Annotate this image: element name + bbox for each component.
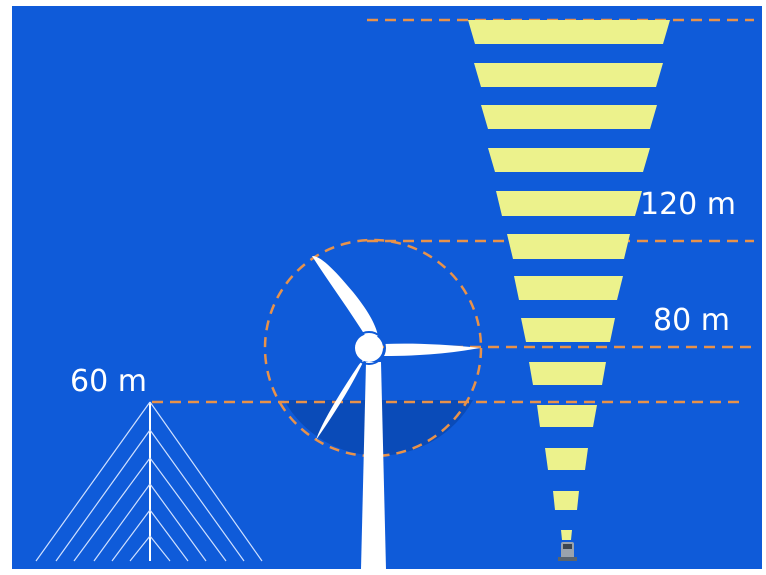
turbine-blade [384, 344, 480, 356]
beam-segment [545, 448, 588, 470]
beam-segment [488, 148, 650, 172]
turbine-blade [312, 256, 378, 340]
beam-segment [561, 530, 572, 540]
beam-segment [474, 63, 663, 87]
wind-measurement-diagram: 120 m 80 m 60 m [12, 6, 762, 569]
beam-segment [514, 276, 623, 300]
beam-segment [496, 191, 642, 216]
beam-segment [521, 318, 615, 342]
turbine-hub [355, 334, 383, 362]
lidar-beam [468, 20, 670, 540]
diagram-canvas [12, 6, 762, 569]
height-label-120: 120 m [640, 190, 736, 220]
lidar-device-icon [558, 542, 577, 561]
beam-segment [481, 105, 657, 129]
height-label-60: 60 m [70, 367, 147, 397]
height-label-80: 80 m [653, 306, 730, 336]
turbine-tower [361, 362, 386, 569]
beam-segment [553, 491, 579, 510]
beam-segment [507, 234, 630, 259]
beam-segment [468, 20, 670, 44]
beam-segment [537, 405, 597, 427]
beam-segment [529, 362, 606, 385]
meteorological-mast-icon [36, 402, 262, 561]
